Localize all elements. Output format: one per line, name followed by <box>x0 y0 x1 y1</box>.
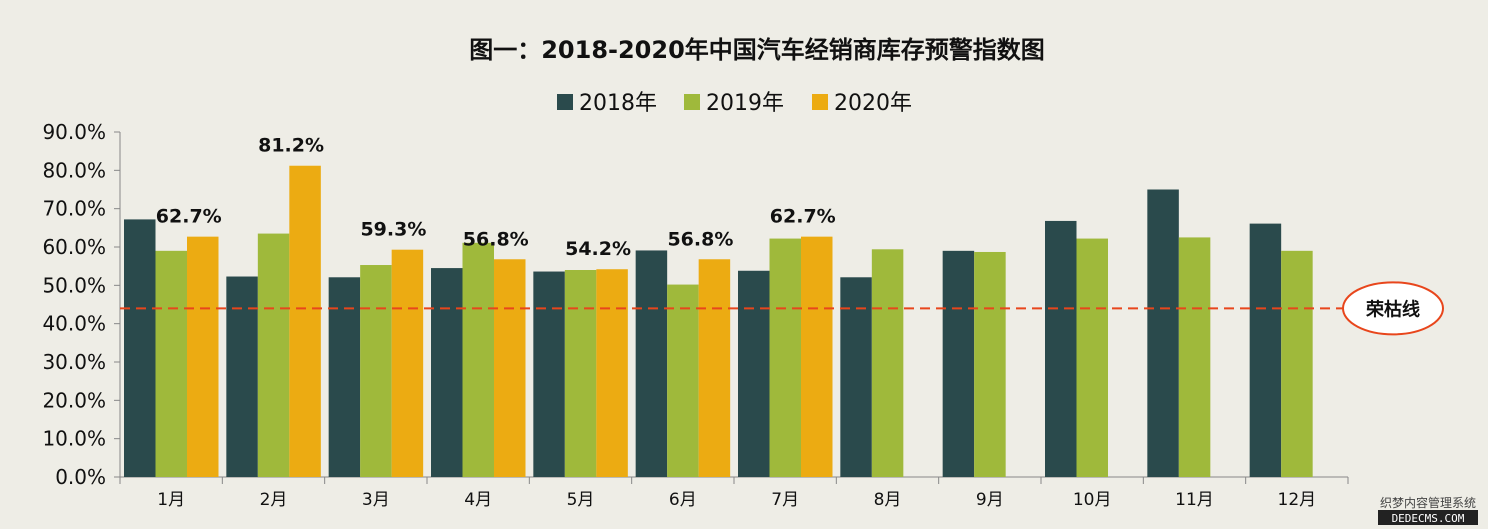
x-tick-label: 3月 <box>362 490 390 510</box>
data-label: 56.8% <box>463 228 529 250</box>
bar <box>289 165 321 477</box>
watermark: 织梦内容管理系统 DEDECMS.COM <box>1378 495 1478 525</box>
legend-swatch <box>812 94 828 110</box>
y-tick-label: 40.0% <box>42 312 106 336</box>
bar <box>391 249 424 477</box>
bar <box>738 270 770 477</box>
bar <box>801 236 833 477</box>
bar <box>431 268 463 477</box>
bar <box>360 265 392 477</box>
y-tick-label: 30.0% <box>42 350 106 374</box>
reference-line-badge <box>1342 281 1444 336</box>
bars <box>124 165 1313 477</box>
data-label: 62.7% <box>770 206 836 228</box>
x-tick-label: 5月 <box>567 490 595 510</box>
bar <box>840 277 872 477</box>
data-label: 59.3% <box>360 219 426 241</box>
legend-label: 2018年 <box>579 91 657 116</box>
bar <box>1045 220 1077 477</box>
bar <box>974 251 1006 477</box>
y-tick-label: 20.0% <box>42 388 106 412</box>
x-tick-label: 8月 <box>874 490 902 510</box>
x-tick-label: 9月 <box>976 490 1004 510</box>
bar <box>124 219 156 477</box>
x-tick-label: 10月 <box>1073 490 1112 510</box>
chart-title: 图一：2018-2020年中国汽车经销商库存预警指数图 <box>469 36 1045 64</box>
bar <box>494 259 526 477</box>
bar <box>1249 223 1282 477</box>
y-tick-label: 0.0% <box>55 465 106 489</box>
bar <box>698 259 731 477</box>
data-label: 54.2% <box>565 238 631 260</box>
data-labels: 62.7% 81.2% 59.3% 56.8% 54.2% 56.8% 62.7% <box>156 135 836 261</box>
bar <box>1178 237 1211 477</box>
bar <box>1281 250 1313 477</box>
x-tick-label: 6月 <box>669 490 697 510</box>
bar <box>533 271 565 477</box>
y-tick-label: 70.0% <box>42 197 106 221</box>
x-tick-label: 2月 <box>260 490 288 510</box>
y-tick-label: 80.0% <box>42 158 106 182</box>
data-label: 56.8% <box>667 228 733 250</box>
watermark-bg <box>1378 510 1478 525</box>
watermark-line2: DEDECMS.COM <box>1392 512 1465 525</box>
bar <box>667 284 699 477</box>
bar <box>596 269 628 477</box>
bar <box>1147 189 1179 477</box>
bar <box>564 270 597 477</box>
legend-label: 2019年 <box>706 91 784 116</box>
x-tick-label: 12月 <box>1278 490 1317 510</box>
bar <box>187 236 219 477</box>
bar <box>226 276 258 477</box>
reference-line-group: 荣枯线 <box>120 281 1444 336</box>
legend-swatch <box>557 94 573 110</box>
bar <box>942 250 975 477</box>
data-label: 62.7% <box>156 206 222 228</box>
x-tick-label: 11月 <box>1175 490 1214 510</box>
bar <box>462 242 494 477</box>
bar <box>635 250 668 477</box>
y-tick-label: 10.0% <box>42 427 106 451</box>
legend-label: 2020年 <box>834 91 912 116</box>
data-label: 81.2% <box>258 135 324 157</box>
bar <box>871 249 904 477</box>
legend-swatch <box>684 94 700 110</box>
y-tick-label: 90.0% <box>42 120 106 144</box>
bar <box>1076 238 1108 477</box>
bar <box>155 250 187 477</box>
bar <box>257 233 290 477</box>
legend: 2018年 2019年 2020年 <box>557 91 912 116</box>
reference-line-label: 荣枯线 <box>1365 298 1420 320</box>
y-tick-label: 50.0% <box>42 273 106 297</box>
bar <box>769 238 801 477</box>
bar <box>328 277 361 477</box>
x-tick-label: 4月 <box>464 490 492 510</box>
x-tick-label: 7月 <box>771 490 799 510</box>
x-tick-label: 1月 <box>157 490 185 510</box>
y-tick-label: 60.0% <box>42 235 106 259</box>
axes: 0.0% 10.0% 20.0% 30.0% 40.0% 50.0% 60.0% 70.0% 8… <box>42 120 1349 510</box>
watermark-line1: 织梦内容管理系统 <box>1380 495 1476 510</box>
